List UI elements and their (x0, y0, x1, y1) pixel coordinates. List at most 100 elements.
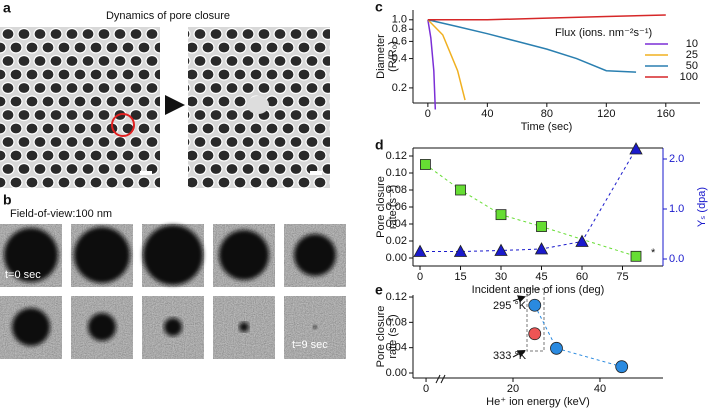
x-tick-label: 30 (495, 271, 507, 283)
marker (630, 250, 642, 262)
marker (534, 242, 549, 255)
pore (88, 313, 116, 341)
marker (629, 142, 643, 155)
y-tick-label: 0.04 (386, 218, 407, 230)
y-tick-label: 0.04 (386, 342, 407, 354)
series-line (534, 305, 622, 368)
scale-bar (140, 171, 152, 175)
closed-pore (247, 96, 269, 114)
y-tick-label: 0.8 (392, 23, 407, 35)
y-tick-label: 0.08 (386, 184, 407, 196)
y-tick-label: 0.12 (386, 150, 407, 162)
pore (143, 225, 203, 285)
y-tick-label: 0.2 (392, 82, 407, 94)
y-tick-label: 0.10 (386, 167, 407, 179)
series-line (425, 164, 637, 257)
y2-tick-label: 0.0 (669, 253, 684, 265)
x-axis-label: Incident angle of ions (deg) (472, 284, 605, 296)
axis-break (435, 374, 446, 384)
x-tick-label: 20 (507, 383, 519, 395)
x-tick-label: 0 (417, 271, 423, 283)
series-line (427, 19, 437, 110)
series-line (427, 14, 666, 21)
panel-label: c (375, 0, 383, 15)
image-series (0, 224, 346, 359)
marker (495, 209, 507, 221)
legend-label: 100 (680, 71, 698, 83)
pore (164, 318, 182, 336)
series-line (420, 148, 637, 252)
micrograph (0, 27, 160, 188)
caption: Field-of-view:100 nm (10, 208, 112, 220)
y-tick-label: 0.00 (386, 252, 407, 264)
legend-title: Flux (ions. nm⁻²s⁻¹) (555, 27, 652, 39)
marker (528, 298, 542, 312)
y2-tick-label: 2.0 (669, 153, 684, 165)
legend-label: 10 (686, 38, 698, 50)
pore (239, 322, 249, 332)
y-axis-label: Pore closure (375, 306, 387, 368)
y-axis-label: Pore closure (375, 176, 387, 238)
marker (575, 234, 589, 247)
highlight-circle (111, 113, 135, 137)
y-axis-label: Diameter (375, 34, 387, 79)
y-tick-label: 0.12 (386, 291, 407, 303)
panel-label: b (3, 192, 12, 208)
series-line (427, 19, 637, 73)
marker (413, 244, 427, 257)
x-tick-label: 120 (597, 108, 615, 120)
y-axis-label: rate (s⁻¹) (387, 185, 399, 229)
panel-title: Dynamics of pore closure (106, 10, 230, 22)
x-tick-label: 80 (541, 108, 553, 120)
x-tick-label: 160 (657, 108, 675, 120)
pore (12, 308, 50, 346)
y-tick-label: 1.0 (392, 14, 407, 26)
marker (455, 184, 466, 196)
x-axis-label: He⁺ ion energy (keV) (486, 396, 590, 408)
highlight-box (526, 288, 545, 352)
y-tick-label: 0.4 (392, 52, 407, 64)
y2-axis-label: Yₛ (dpa) (696, 187, 708, 227)
x-tick-label: 40 (481, 108, 493, 120)
pore (74, 227, 130, 283)
legend-label: 50 (686, 60, 698, 72)
x-tick-label: 40 (594, 383, 606, 395)
pore (294, 234, 336, 276)
marker (420, 159, 431, 170)
x-tick-label: 15 (454, 271, 466, 283)
y-tick-label: 0.00 (386, 367, 407, 379)
x-tick-label: 45 (535, 271, 547, 283)
time-label: t=9 sec (292, 339, 328, 351)
y-tick-label: 0.02 (386, 235, 407, 247)
pore (219, 230, 269, 280)
legend-label: 25 (686, 49, 698, 61)
panel-label: e (375, 282, 383, 298)
x-tick-label: 0 (425, 108, 431, 120)
y-tick-label: 0.08 (386, 316, 407, 328)
x-tick-label: 0 (423, 383, 429, 395)
pore (313, 325, 317, 329)
annotation-arrow (512, 295, 526, 303)
panel-label: d (375, 137, 384, 153)
x-tick-label: 75 (616, 271, 628, 283)
y-tick-label: 0.06 (386, 201, 407, 213)
x-axis-label: Time (sec) (521, 121, 573, 133)
marker (453, 244, 468, 257)
time-label: t=0 sec (5, 269, 41, 281)
marker (615, 360, 629, 374)
annotation: * (651, 247, 656, 259)
y2-tick-label: 1.0 (669, 203, 684, 215)
x-tick-label: 60 (576, 271, 588, 283)
y-axis-label: rate (s⁻¹) (387, 314, 399, 358)
marker (550, 341, 563, 355)
panel-label: a (3, 0, 11, 16)
annotation-arrow (512, 350, 526, 358)
marker (494, 243, 508, 256)
pore (4, 228, 58, 282)
series-line (427, 19, 466, 101)
marker (536, 221, 547, 232)
y-axis-label: (R/R₀) (387, 41, 399, 72)
scale-bar (310, 171, 322, 175)
annotation: 295 °K (493, 300, 527, 312)
